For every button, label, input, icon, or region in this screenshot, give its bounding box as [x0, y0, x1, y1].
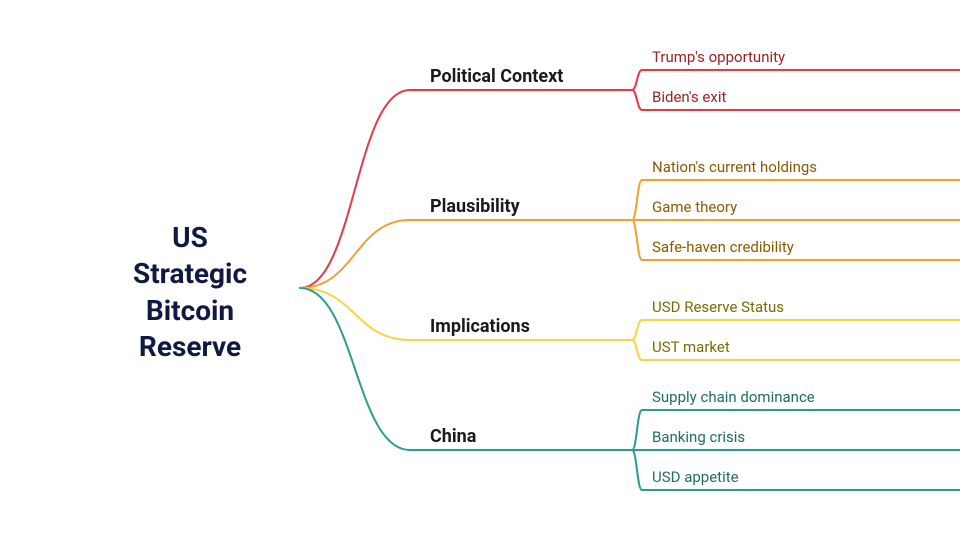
leaf-ust: UST market [652, 338, 730, 356]
leaf-usdapp: USD appetite [652, 468, 739, 486]
root-node: USStrategicBitcoinReserve [105, 220, 275, 366]
leaf-biden: Biden's exit [652, 88, 726, 106]
branch-implications: Implications [430, 316, 530, 337]
branch-plausibility: Plausibility [430, 196, 520, 217]
leaf-banking: Banking crisis [652, 428, 745, 446]
leaf-gametheory: Game theory [652, 198, 737, 216]
leaf-safehaven: Safe-haven credibility [652, 238, 794, 256]
leaf-supply: Supply chain dominance [652, 388, 815, 406]
root-line: Strategic [105, 256, 275, 292]
leaf-trump: Trump's opportunity [652, 48, 785, 66]
leaf-holdings: Nation's current holdings [652, 158, 817, 176]
mindmap-canvas: USStrategicBitcoinReserve Political Conte… [0, 0, 960, 541]
root-line: Bitcoin [105, 293, 275, 329]
branch-china: China [430, 426, 476, 447]
root-line: Reserve [105, 329, 275, 365]
leaf-usdreserve: USD Reserve Status [652, 298, 784, 316]
root-line: US [105, 220, 275, 256]
branch-political: Political Context [430, 66, 563, 87]
